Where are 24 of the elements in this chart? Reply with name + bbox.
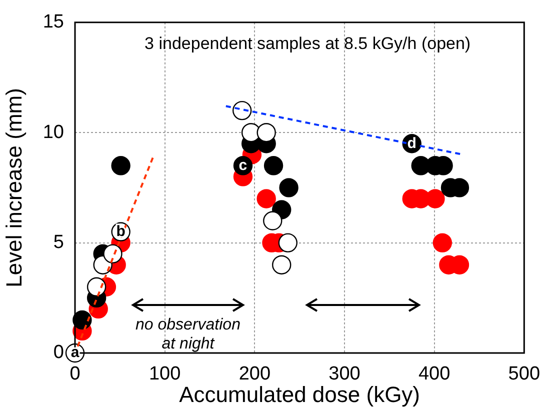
x-tick-label: 0	[70, 364, 80, 385]
y-tick-label: 0	[53, 342, 64, 364]
point	[103, 244, 122, 264]
point	[256, 189, 276, 208]
x-tick-label: 400	[418, 364, 450, 385]
point	[279, 178, 298, 198]
point	[241, 123, 261, 142]
point	[111, 156, 130, 176]
y-tick-label: 5	[53, 232, 64, 254]
point	[86, 277, 106, 296]
y-tick-label: 15	[42, 12, 64, 33]
annotation: d	[407, 134, 416, 152]
annotation: b	[116, 222, 126, 240]
y-axis-title: Level increase (mm)	[1, 88, 26, 288]
point	[256, 123, 276, 142]
annotation: c	[238, 156, 248, 174]
point	[432, 233, 452, 252]
y-tick-label: 10	[42, 122, 64, 143]
x-tick-label: 500	[508, 364, 540, 385]
annotation: no observation at night	[136, 316, 241, 352]
point	[264, 156, 284, 176]
text: 3 independent samples at 8.5 kGy/h (open)	[144, 34, 471, 54]
x-tick-label: 100	[148, 364, 181, 385]
point	[278, 233, 298, 252]
